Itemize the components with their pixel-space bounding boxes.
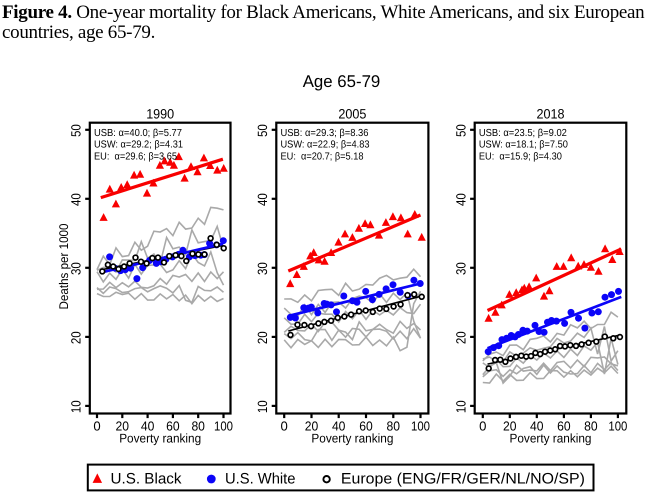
svg-text:Deaths per 1000: Deaths per 1000 [57, 224, 71, 310]
svg-text:80: 80 [191, 419, 205, 434]
svg-text:20: 20 [116, 419, 130, 434]
svg-text:2018: 2018 [537, 107, 565, 122]
svg-text:Poverty ranking: Poverty ranking [510, 432, 592, 446]
svg-text:EU: α=15.9; β=4.30: EU: α=15.9; β=4.30 [479, 152, 562, 163]
svg-text:40: 40 [255, 193, 270, 206]
svg-text:Poverty ranking: Poverty ranking [311, 432, 393, 446]
svg-text:50: 50 [454, 124, 469, 137]
svg-text:40: 40 [141, 419, 155, 434]
svg-text:10: 10 [454, 400, 469, 413]
svg-text:Europe (ENG/FR/GER/NL/NO/SP): Europe (ENG/FR/GER/NL/NO/SP) [341, 471, 585, 488]
svg-text:80: 80 [584, 419, 598, 434]
svg-text:EU: α=29.6; β=3.65: EU: α=29.6; β=3.65 [94, 152, 177, 163]
svg-text:USB: α=29.3; β=8.36: USB: α=29.3; β=8.36 [281, 128, 369, 139]
svg-text:0: 0 [93, 419, 100, 434]
svg-text:1990: 1990 [146, 107, 174, 122]
svg-text:USW: α=29.2; β=4.31: USW: α=29.2; β=4.31 [94, 140, 183, 151]
svg-text:20: 20 [503, 419, 517, 434]
svg-text:80: 80 [387, 419, 401, 434]
svg-text:30: 30 [454, 262, 469, 275]
svg-text:60: 60 [557, 419, 571, 434]
svg-text:100: 100 [608, 419, 627, 434]
svg-text:USW: α=22.9; β=4.83: USW: α=22.9; β=4.83 [281, 140, 370, 151]
svg-text:100: 100 [214, 419, 233, 434]
svg-text:10: 10 [69, 400, 84, 413]
svg-text:0: 0 [281, 419, 288, 434]
svg-text:20: 20 [69, 331, 84, 344]
svg-text:0: 0 [479, 419, 486, 434]
svg-text:Age 65-79: Age 65-79 [303, 72, 381, 91]
svg-text:30: 30 [255, 262, 270, 275]
svg-text:U.S. White: U.S. White [225, 471, 296, 488]
svg-text:EU: α=20.7; β=5.18: EU: α=20.7; β=5.18 [281, 152, 364, 163]
svg-text:60: 60 [166, 419, 180, 434]
svg-text:USB: α=40.0; β=5.77: USB: α=40.0; β=5.77 [94, 128, 182, 139]
svg-text:30: 30 [69, 262, 84, 275]
svg-text:50: 50 [255, 124, 270, 137]
svg-text:USB: α=23.5; β=9.02: USB: α=23.5; β=9.02 [479, 128, 567, 139]
svg-text:Poverty ranking: Poverty ranking [119, 432, 201, 446]
svg-text:40: 40 [69, 193, 84, 206]
svg-text:40: 40 [454, 193, 469, 206]
svg-text:20: 20 [454, 331, 469, 344]
svg-text:50: 50 [69, 124, 84, 137]
svg-text:USW: α=18.1; β=7.50: USW: α=18.1; β=7.50 [479, 140, 568, 151]
svg-text:10: 10 [255, 400, 270, 413]
svg-text:U.S. Black: U.S. Black [111, 471, 182, 488]
svg-text:40: 40 [530, 419, 544, 434]
svg-text:60: 60 [359, 419, 373, 434]
svg-text:40: 40 [332, 419, 346, 434]
svg-text:2005: 2005 [338, 107, 366, 122]
svg-text:20: 20 [255, 331, 270, 344]
svg-text:20: 20 [305, 419, 319, 434]
svg-text:100: 100 [411, 419, 430, 434]
